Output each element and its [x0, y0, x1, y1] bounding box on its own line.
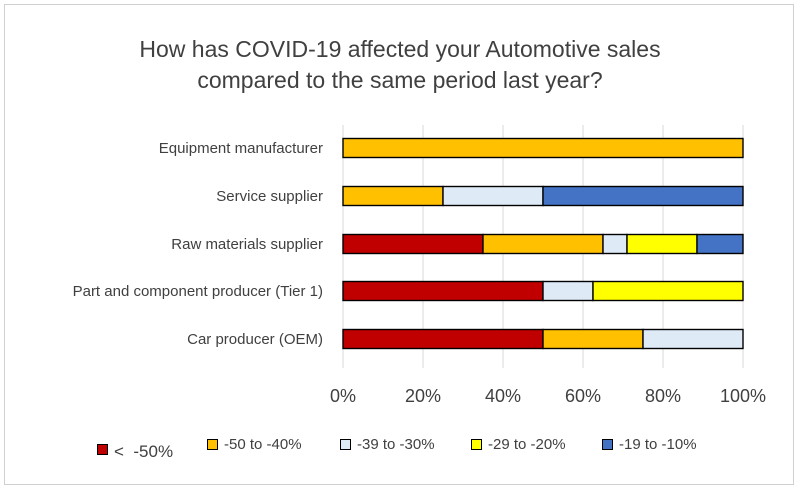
bar-segment: [542, 328, 644, 350]
x-tick-label: 100%: [720, 386, 766, 406]
chart-title: How has COVID-19 affected your Automotiv…: [0, 34, 800, 96]
x-tick-label: 20%: [405, 386, 441, 406]
bar-segment: [342, 233, 484, 255]
chart-title-line-1: How has COVID-19 affected your Automotiv…: [139, 36, 661, 62]
legend-label: -29 to -20%: [488, 436, 566, 453]
bar-segment: [602, 233, 628, 255]
bar-segment: [482, 233, 604, 255]
bar-segment: [626, 233, 698, 255]
legend-item: < -50%: [97, 436, 173, 462]
category-label: Raw materials supplier: [171, 236, 323, 253]
bar-segment: [542, 185, 744, 207]
legend-item: -50 to -40%: [207, 436, 302, 453]
bar-segment: [342, 328, 544, 350]
chart-legend: < -50% -50 to -40% -39 to -30% -29 to -20% -…: [0, 436, 800, 461]
legend-item: -29 to -20%: [471, 436, 566, 453]
bar-segment: [342, 137, 744, 159]
legend-label: -19 to -10%: [619, 436, 697, 453]
legend-swatch: [471, 439, 482, 450]
legend-swatch: [340, 439, 351, 450]
x-tick-label: 40%: [485, 386, 521, 406]
bar-segment: [642, 328, 744, 350]
legend-item: -19 to -10%: [602, 436, 697, 453]
category-label: Service supplier: [216, 188, 323, 205]
bar-segment: [592, 280, 744, 302]
legend-swatch: [602, 439, 613, 450]
bar-segment: [442, 185, 544, 207]
legend-item: -39 to -30%: [340, 436, 435, 453]
legend-swatch: [97, 443, 108, 455]
x-tick-label: 0%: [330, 386, 356, 406]
category-label: Equipment manufacturer: [159, 140, 323, 157]
legend-swatch: [207, 439, 218, 450]
legend-label: -50 to -40%: [224, 436, 302, 453]
category-label: Car producer (OEM): [187, 331, 323, 348]
bar-segment: [696, 233, 744, 255]
x-tick-label: 60%: [565, 386, 601, 406]
legend-label: < -50%: [114, 442, 174, 461]
chart-frame: [4, 4, 794, 485]
x-tick-label: 80%: [645, 386, 681, 406]
chart-title-line-2: compared to the same period last year?: [197, 67, 603, 93]
bar-segment: [342, 185, 444, 207]
bar-segment: [542, 280, 594, 302]
bar-segment: [342, 280, 544, 302]
legend-label: -39 to -30%: [357, 436, 435, 453]
category-label: Part and component producer (Tier 1): [73, 283, 323, 300]
